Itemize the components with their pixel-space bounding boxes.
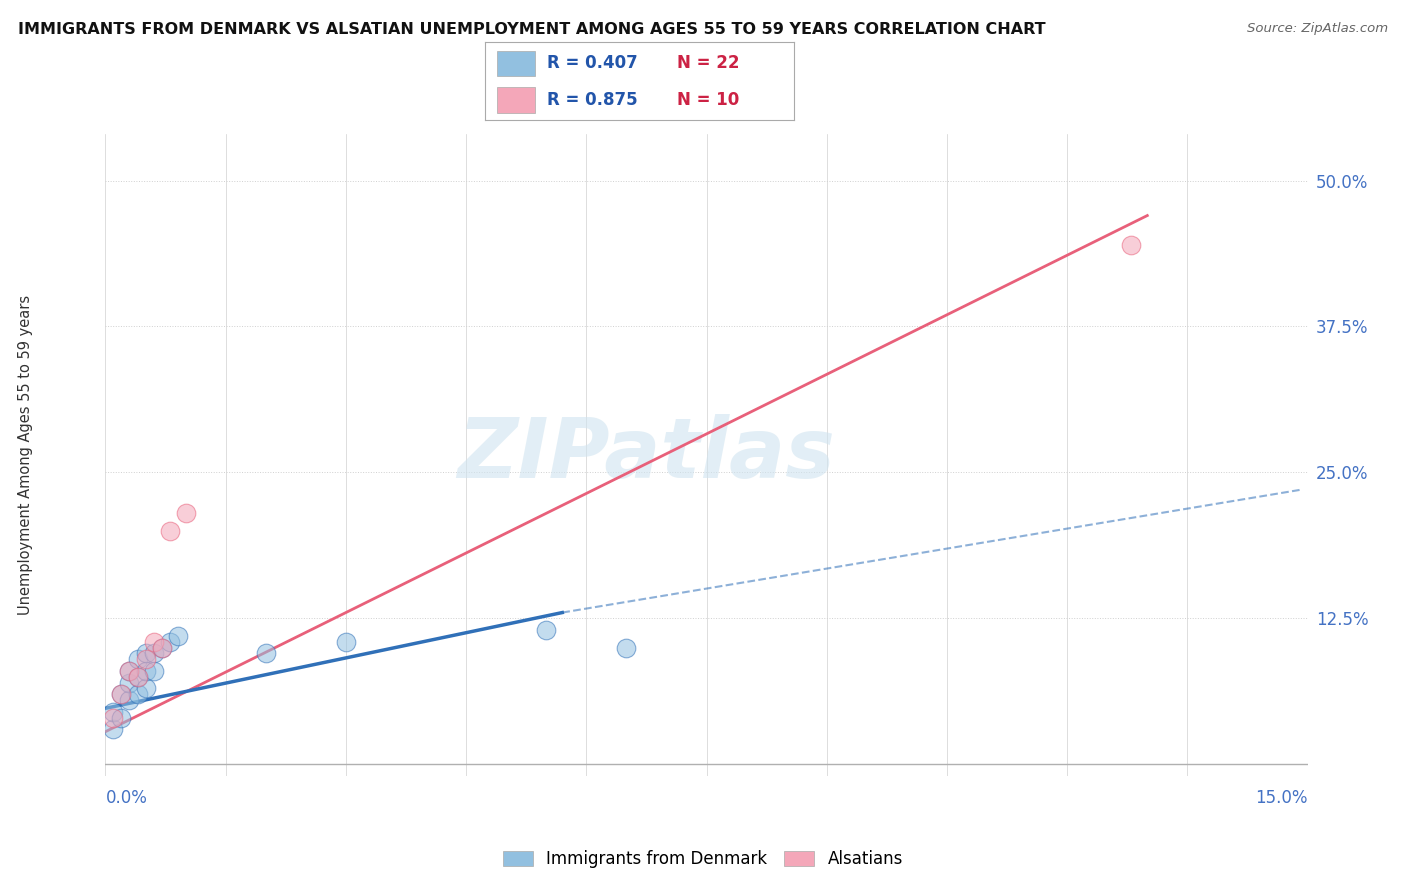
Text: Source: ZipAtlas.com: Source: ZipAtlas.com <box>1247 22 1388 36</box>
Text: 15.0%: 15.0% <box>1256 789 1308 807</box>
Point <box>616 640 638 655</box>
Point <box>174 506 197 520</box>
Point <box>335 634 357 648</box>
Text: N = 10: N = 10 <box>676 91 740 109</box>
Point <box>118 664 141 678</box>
Point <box>118 693 141 707</box>
Legend: Immigrants from Denmark, Alsatians: Immigrants from Denmark, Alsatians <box>496 844 910 875</box>
Point <box>127 652 149 666</box>
Point <box>135 664 157 678</box>
Point <box>118 675 141 690</box>
Text: R = 0.407: R = 0.407 <box>547 54 638 72</box>
Text: ZIPatlas: ZIPatlas <box>457 415 835 495</box>
Point <box>135 652 157 666</box>
Point <box>110 711 132 725</box>
Point <box>142 647 165 661</box>
Point <box>166 629 188 643</box>
Point <box>118 664 141 678</box>
Point <box>127 687 149 701</box>
Point <box>127 670 149 684</box>
Text: Unemployment Among Ages 55 to 59 years: Unemployment Among Ages 55 to 59 years <box>18 295 32 615</box>
Point <box>159 524 181 538</box>
Point <box>110 687 132 701</box>
Point <box>135 647 157 661</box>
Point <box>1121 237 1143 252</box>
Point <box>534 623 557 637</box>
Text: R = 0.875: R = 0.875 <box>547 91 637 109</box>
Text: IMMIGRANTS FROM DENMARK VS ALSATIAN UNEMPLOYMENT AMONG AGES 55 TO 59 YEARS CORRE: IMMIGRANTS FROM DENMARK VS ALSATIAN UNEM… <box>18 22 1046 37</box>
Point <box>103 711 125 725</box>
Bar <box>498 87 534 112</box>
Text: N = 22: N = 22 <box>676 54 740 72</box>
Point <box>142 664 165 678</box>
Point <box>103 723 125 737</box>
Point <box>150 640 173 655</box>
Point <box>159 634 181 648</box>
Point <box>150 640 173 655</box>
Point <box>254 647 277 661</box>
Point <box>103 705 125 719</box>
Bar <box>498 51 534 76</box>
Text: 0.0%: 0.0% <box>105 789 148 807</box>
Point <box>127 670 149 684</box>
Point <box>135 681 157 696</box>
Point <box>142 634 165 648</box>
Point <box>110 687 132 701</box>
